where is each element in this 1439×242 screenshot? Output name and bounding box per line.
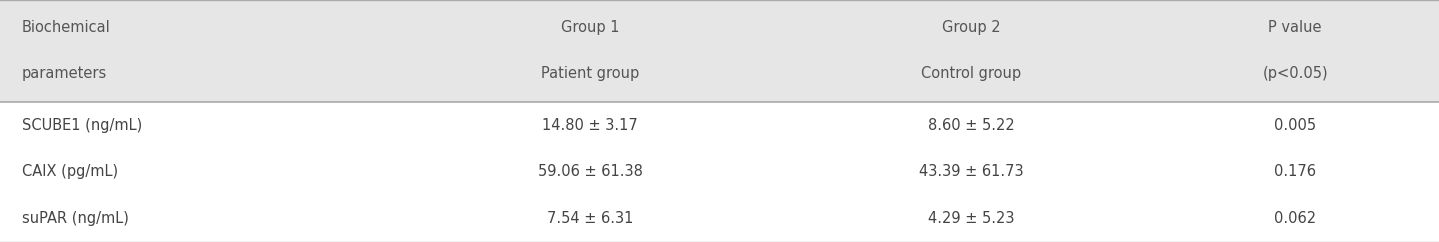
Text: (p<0.05): (p<0.05) xyxy=(1262,66,1328,81)
Text: P value: P value xyxy=(1268,20,1322,35)
Text: 14.80 ± 3.17: 14.80 ± 3.17 xyxy=(543,118,637,133)
Text: 43.39 ± 61.73: 43.39 ± 61.73 xyxy=(920,164,1023,179)
Bar xyxy=(0,195,1439,242)
Text: 0.005: 0.005 xyxy=(1274,118,1317,133)
Bar xyxy=(0,102,1439,148)
Text: Group 2: Group 2 xyxy=(943,20,1000,35)
Bar xyxy=(0,0,1439,102)
Text: suPAR (ng/mL): suPAR (ng/mL) xyxy=(22,211,128,226)
Bar xyxy=(0,148,1439,195)
Text: 7.54 ± 6.31: 7.54 ± 6.31 xyxy=(547,211,633,226)
Text: Biochemical: Biochemical xyxy=(22,20,111,35)
Text: 59.06 ± 61.38: 59.06 ± 61.38 xyxy=(538,164,642,179)
Text: Group 1: Group 1 xyxy=(561,20,619,35)
Text: 0.176: 0.176 xyxy=(1274,164,1317,179)
Text: Patient group: Patient group xyxy=(541,66,639,81)
Text: SCUBE1 (ng/mL): SCUBE1 (ng/mL) xyxy=(22,118,142,133)
Text: parameters: parameters xyxy=(22,66,106,81)
Text: 4.29 ± 5.23: 4.29 ± 5.23 xyxy=(928,211,1014,226)
Text: Control group: Control group xyxy=(921,66,1022,81)
Text: 0.062: 0.062 xyxy=(1274,211,1317,226)
Text: 8.60 ± 5.22: 8.60 ± 5.22 xyxy=(928,118,1014,133)
Text: CAIX (pg/mL): CAIX (pg/mL) xyxy=(22,164,118,179)
